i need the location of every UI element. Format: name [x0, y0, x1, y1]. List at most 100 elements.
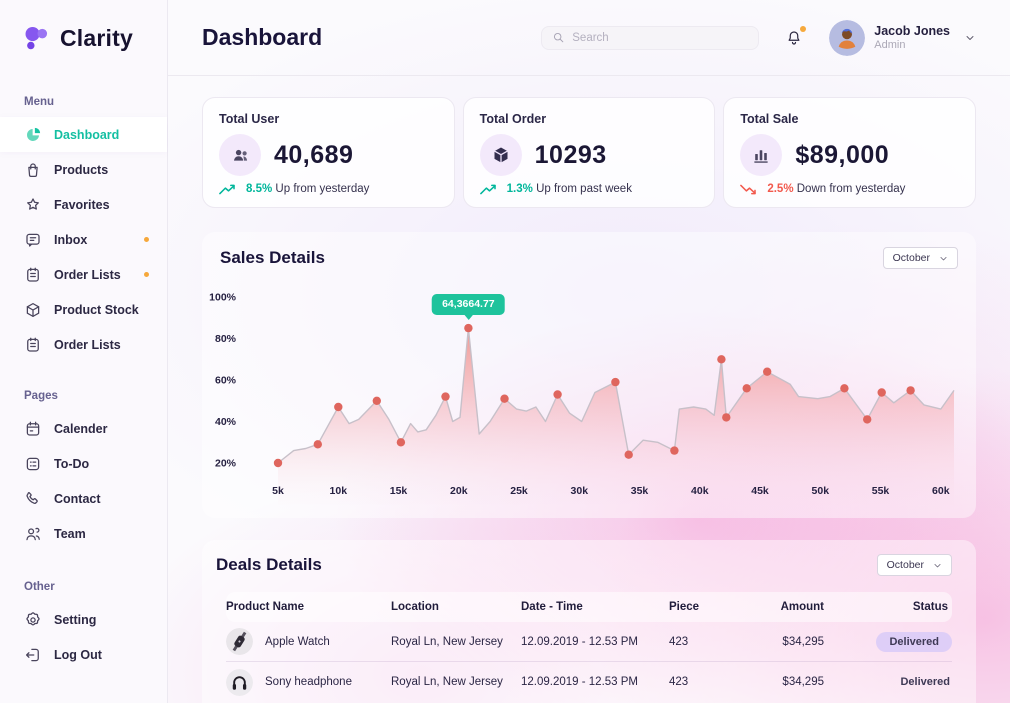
sidebar-item-contact[interactable]: Contact [0, 481, 167, 516]
trend-text: Up from past week [536, 183, 632, 195]
svg-text:40%: 40% [215, 416, 237, 428]
app-logo: Clarity [0, 0, 167, 76]
table-row: Apple Watch Royal Ln, New Jersey 12.09.2… [226, 622, 952, 662]
stat-card-total-user: Total User 40,689 8.5% Up from yesterday [202, 97, 455, 208]
column-header: Amount [780, 601, 824, 613]
user-name: Jacob Jones [874, 23, 950, 38]
deal-location: Royal Ln, New Jersey [391, 635, 503, 648]
top-bar: Dashboard Jacob [168, 0, 1010, 76]
svg-text:60k: 60k [932, 485, 950, 497]
trend-up-icon [219, 184, 235, 194]
bag-icon [28, 162, 38, 177]
user-menu[interactable]: Jacob Jones Admin [829, 19, 950, 56]
column-header: Date - Time [521, 601, 583, 613]
deal-piece: 423 [669, 635, 689, 648]
stat-label: Total User [219, 112, 280, 126]
sidebar-item-favorites[interactable]: Favorites [0, 187, 167, 222]
sales-area-chart: 20% 40% 60% 80% 100% 5k 10k 15k 20k 25k 30k 35k 40k 4… [209, 292, 955, 505]
deals-period-dropdown[interactable]: October [876, 554, 952, 576]
svg-text:50k: 50k [812, 485, 830, 497]
table-row: Sony headphone Royal Ln, New Jersey 12.0… [226, 662, 952, 702]
product-name: Sony headphone [265, 676, 352, 688]
notification-dot [800, 25, 807, 32]
trend-up-icon [479, 184, 496, 194]
dashboard-content: Total User 40,689 8.5% Up from yesterday… [168, 97, 1010, 703]
sidebar-item-label: Order Lists [54, 267, 121, 282]
user-role: Admin [874, 39, 906, 52]
svg-text:25k: 25k [510, 485, 528, 497]
deal-amount: $34,295 [782, 676, 824, 688]
deal-location: Royal Ln, New Jersey [391, 676, 503, 688]
svg-text:60%: 60% [215, 375, 237, 387]
deal-datetime: 12.09.2019 - 12.53 PM [521, 676, 638, 688]
notifications-button[interactable] [785, 25, 807, 48]
deal-amount: $34,295 [782, 635, 824, 648]
product-name: Apple Watch [265, 635, 330, 648]
status-badge: Delivered [900, 676, 950, 688]
logout-icon [25, 648, 39, 661]
main-area: Dashboard Jacob [168, 0, 1010, 703]
sales-chart-area: 20% 40% 60% 80% 100% 5k 10k 15k 20k 25k 30k 35k 40k 4… [209, 291, 970, 509]
column-header: Location [391, 601, 439, 613]
svg-text:80%: 80% [215, 333, 237, 345]
trend-text: Down from yesterday [796, 183, 906, 195]
users-icon [219, 134, 261, 176]
stat-label: Total Order [479, 112, 547, 126]
todo-icon [26, 457, 40, 470]
sales-period-value: October [892, 252, 930, 264]
sidebar-item-product-stock[interactable]: Product Stock [0, 292, 167, 327]
svg-text:35k: 35k [631, 485, 649, 497]
search-box[interactable] [541, 25, 760, 50]
sidebar-item-label: Order Lists [54, 337, 121, 352]
sidebar-item-logout[interactable]: Log Out [0, 637, 167, 672]
sidebar: Clarity Menu Dashboard Products Favorite… [0, 0, 168, 703]
box-icon [479, 134, 522, 176]
deal-piece: 423 [669, 676, 689, 688]
cube-icon [26, 302, 40, 317]
sales-details-panel: Sales Details October 20% 40% 60% 80% 100% 5k… [202, 232, 976, 518]
sidebar-item-products[interactable]: Products [0, 152, 167, 187]
sidebar-item-label: Setting [54, 612, 97, 627]
sidebar-item-setting[interactable]: Setting [0, 602, 167, 637]
svg-text:100%: 100% [209, 292, 237, 304]
sidebar-item-todo[interactable]: To-Do [0, 446, 167, 481]
trend-down-icon [740, 184, 757, 194]
deal-datetime: 12.09.2019 - 12.53 PM [521, 635, 638, 648]
sidebar-item-label: Log Out [54, 647, 102, 662]
clipboard-icon [27, 267, 39, 282]
product-image [226, 668, 253, 696]
notification-dot [144, 237, 149, 242]
sidebar-item-inbox[interactable]: Inbox [0, 222, 167, 257]
chart-peak-tooltip: 64,3664.77 [432, 294, 505, 316]
sidebar-item-order-lists[interactable]: Order Lists [0, 257, 167, 292]
chevron-down-icon[interactable] [964, 32, 976, 44]
chevron-down-icon [934, 563, 941, 567]
search-icon [554, 32, 564, 43]
trend-percent: 2.5% [767, 183, 794, 195]
column-header: Status [912, 601, 948, 613]
sidebar-item-label: Team [54, 526, 86, 541]
avatar [829, 19, 866, 56]
svg-text:20k: 20k [450, 485, 468, 497]
sidebar-item-team[interactable]: Team [0, 516, 167, 551]
stat-label: Total Sale [740, 112, 799, 126]
deals-details-panel: Deals Details October Product Name Locat… [202, 540, 976, 703]
svg-text:40k: 40k [691, 485, 709, 497]
calendar-icon [26, 421, 40, 436]
sidebar-item-dashboard[interactable]: Dashboard [0, 117, 167, 152]
sales-details-title: Sales Details [220, 248, 325, 267]
sales-period-dropdown[interactable]: October [882, 247, 958, 269]
svg-text:30k: 30k [571, 485, 589, 497]
phone-icon [26, 491, 38, 504]
sidebar-item-label: Favorites [54, 197, 110, 212]
sidebar-item-order-lists-2[interactable]: Order Lists [0, 327, 167, 362]
column-header: Piece [669, 601, 700, 613]
stat-card-total-sale: Total Sale $89,000 2.5% Down from yester… [723, 97, 976, 208]
search-input[interactable] [572, 31, 749, 44]
clipboard-icon [27, 337, 39, 352]
sidebar-item-calender[interactable]: Calender [0, 411, 167, 446]
team-icon [26, 527, 40, 540]
svg-text:5k: 5k [272, 485, 284, 497]
svg-text:10k: 10k [330, 485, 348, 497]
stat-value: 40,689 [274, 140, 354, 169]
